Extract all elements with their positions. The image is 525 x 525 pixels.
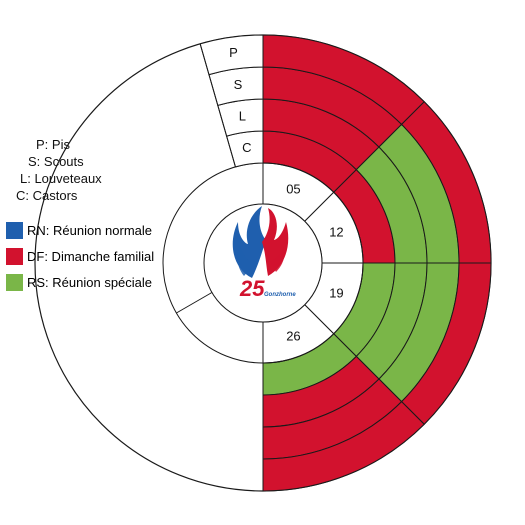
center-circle bbox=[203, 203, 323, 323]
date-label-26: 26 bbox=[286, 328, 300, 343]
date-label-19: 19 bbox=[329, 285, 343, 300]
legend-label-df: DF: Dimanche familial bbox=[27, 249, 155, 264]
legend-section-c: C: Castors bbox=[16, 188, 78, 203]
ring-label-p: P bbox=[229, 45, 238, 60]
divider-inner-240 bbox=[176, 292, 213, 314]
legend-label-rn: RN: Réunion normale bbox=[27, 223, 153, 238]
scout-logo: 25 Gonzhorne bbox=[232, 206, 296, 301]
legend-swatch-df bbox=[6, 248, 23, 265]
legend-swatch-rn bbox=[6, 222, 23, 239]
date-label-05: 05 bbox=[286, 182, 300, 197]
legend-section-p: P: Pis bbox=[36, 137, 70, 152]
legend-section-l: L: Louveteaux bbox=[20, 171, 102, 186]
legend-type-rn: RN: Réunion normale bbox=[6, 222, 152, 239]
ring-label-s: S bbox=[234, 77, 243, 92]
ring-label-c: C bbox=[242, 140, 251, 155]
legend-section-s: S: Scouts bbox=[28, 154, 84, 169]
calendar-sectors bbox=[34, 34, 492, 492]
inner-empty-arc bbox=[163, 163, 263, 363]
legend-swatch-rs bbox=[6, 274, 23, 291]
calendar-labels: 05 12 19 26 C L S P bbox=[229, 45, 344, 343]
legend-type-rs: RS: Réunion spéciale bbox=[6, 274, 152, 291]
section-legend: P: Pis S: Scouts L: Louveteaux C: Castor… bbox=[16, 136, 102, 204]
logo-flame-red-2 bbox=[270, 246, 285, 272]
legend-type-df: DF: Dimanche familial bbox=[6, 248, 154, 265]
logo-flame-blue-2 bbox=[237, 246, 254, 276]
date-label-12: 12 bbox=[329, 225, 343, 240]
ring-label-l: L bbox=[239, 108, 246, 123]
logo-caption: Gonzhorne bbox=[264, 292, 296, 298]
legend-label-rs: RS: Réunion spéciale bbox=[27, 275, 153, 290]
label-column-edge bbox=[199, 43, 236, 168]
logo-number: 25 bbox=[239, 276, 265, 301]
